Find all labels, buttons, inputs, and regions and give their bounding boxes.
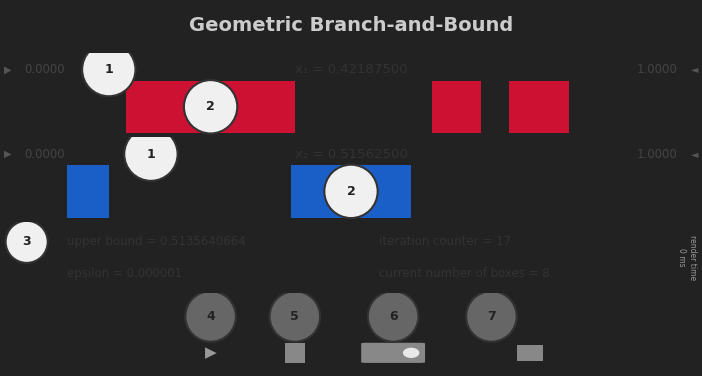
Ellipse shape <box>6 221 48 263</box>
Text: ▶: ▶ <box>205 345 216 360</box>
Bar <box>126 80 295 133</box>
Text: 1: 1 <box>105 63 113 76</box>
Text: 0.0000: 0.0000 <box>25 148 65 161</box>
Bar <box>67 165 109 218</box>
Bar <box>509 80 569 133</box>
Text: iteration counter = 17: iteration counter = 17 <box>379 235 511 248</box>
Ellipse shape <box>324 165 378 218</box>
Bar <box>517 355 543 361</box>
FancyBboxPatch shape <box>362 343 425 363</box>
Text: ▶: ▶ <box>4 149 11 159</box>
Text: 4: 4 <box>206 310 215 323</box>
Text: 0.0000: 0.0000 <box>25 63 65 76</box>
Text: 2: 2 <box>347 185 355 198</box>
Ellipse shape <box>466 291 517 342</box>
Text: 6: 6 <box>389 310 397 323</box>
Text: ◄: ◄ <box>691 65 698 74</box>
Bar <box>517 350 543 356</box>
Text: 7: 7 <box>487 310 496 323</box>
Bar <box>517 344 543 351</box>
Text: x₁ = 0.42187500: x₁ = 0.42187500 <box>295 63 407 76</box>
Text: 1.0000: 1.0000 <box>637 63 677 76</box>
Text: 3: 3 <box>22 235 31 248</box>
Text: 1: 1 <box>147 148 155 161</box>
Text: 2: 2 <box>206 100 215 113</box>
Ellipse shape <box>184 80 237 133</box>
Text: ◄: ◄ <box>691 149 698 159</box>
Text: 1.0000: 1.0000 <box>637 148 677 161</box>
Bar <box>285 343 305 363</box>
Ellipse shape <box>403 348 420 358</box>
Ellipse shape <box>185 291 236 342</box>
Ellipse shape <box>270 291 320 342</box>
Text: epsilon = 0.000001: epsilon = 0.000001 <box>67 267 182 280</box>
Text: x₂ = 0.51562500: x₂ = 0.51562500 <box>295 148 407 161</box>
Text: render time
0 ms: render time 0 ms <box>677 235 697 280</box>
Ellipse shape <box>368 291 418 342</box>
Bar <box>291 165 411 218</box>
Text: upper bound = 0.5135640664: upper bound = 0.5135640664 <box>67 235 245 248</box>
Text: current number of boxes = 8: current number of boxes = 8 <box>379 267 550 280</box>
Ellipse shape <box>82 43 135 96</box>
Text: Geometric Branch-and-Bound: Geometric Branch-and-Bound <box>189 16 513 35</box>
Text: 5: 5 <box>291 310 299 323</box>
Text: ▶: ▶ <box>4 65 11 74</box>
Ellipse shape <box>124 127 178 181</box>
Bar <box>432 80 481 133</box>
